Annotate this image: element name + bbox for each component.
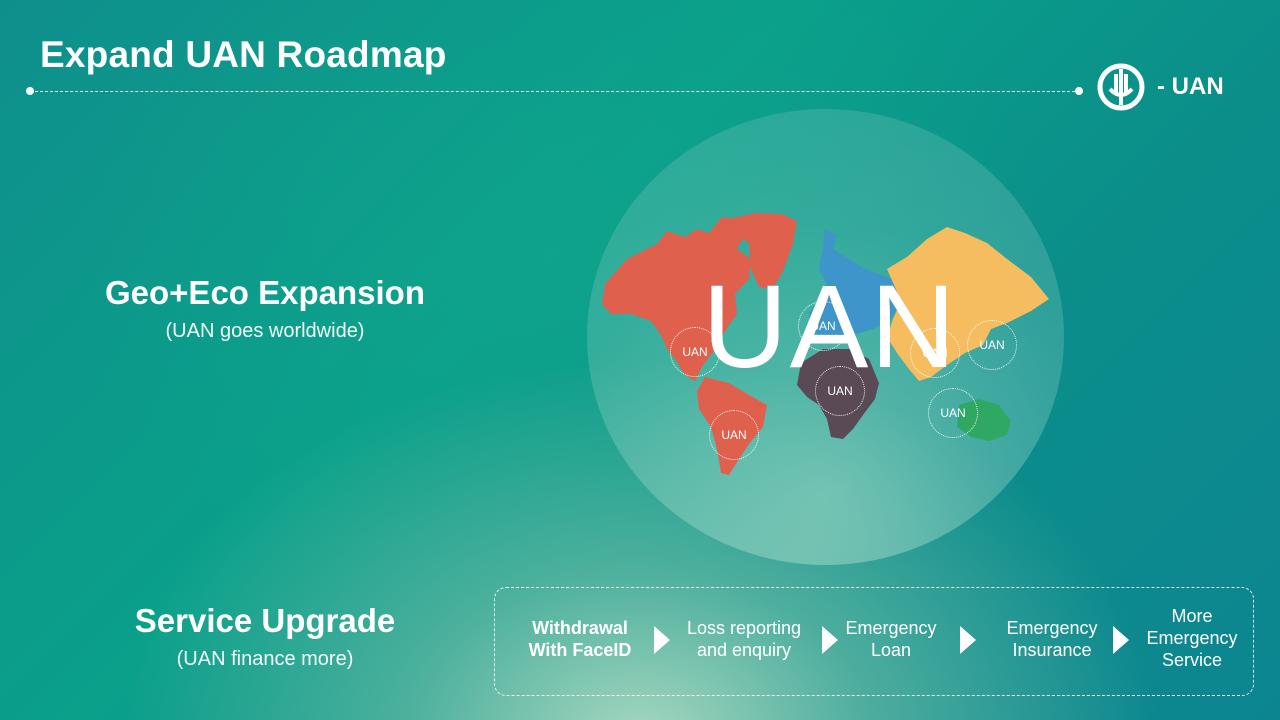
divider-dot-right	[1075, 87, 1083, 95]
step-arrow-icon	[654, 626, 670, 654]
geo-expansion-subtitle: (UAN goes worldwide)	[165, 320, 365, 342]
brand-logo: - UAN	[1097, 63, 1224, 111]
divider-dot-left	[26, 87, 34, 95]
step-loss-reporting: Loss reporting and enquiry	[686, 618, 802, 660]
geo-expansion-title: Geo+Eco Expansion	[104, 274, 425, 311]
step-arrow-icon	[960, 626, 976, 654]
map-pin-southeast-asia: UAN	[928, 388, 978, 438]
bank-logo-icon	[1097, 63, 1145, 111]
service-steps-panel	[494, 587, 1254, 696]
logo-label: - UAN	[1157, 73, 1224, 100]
map-pin-south-america: UAN	[709, 410, 759, 460]
map-pin-asia: UAN	[910, 328, 960, 378]
service-upgrade-title: Service Upgrade	[134, 602, 396, 639]
greenland-shape	[727, 213, 797, 289]
map-pin-africa: UAN	[815, 366, 865, 416]
step-arrow-icon	[822, 626, 838, 654]
step-more-emergency-service: More Emergency Service	[1146, 606, 1238, 670]
map-pin-europe: UAN	[798, 301, 848, 351]
step-emergency-insurance: Emergency Insurance	[1006, 618, 1098, 660]
page-title: Expand UAN Roadmap	[40, 34, 447, 75]
map-pin-east-asia: UAN	[967, 320, 1017, 370]
step-emergency-loan: Emergency Loan	[845, 618, 937, 660]
title-divider	[30, 91, 1080, 92]
map-pin-north-america: UAN	[670, 327, 720, 377]
step-withdrawal-faceid: Withdrawal With FaceID	[528, 618, 632, 660]
service-upgrade-subtitle: (UAN finance more)	[176, 648, 354, 670]
step-arrow-icon	[1113, 626, 1129, 654]
